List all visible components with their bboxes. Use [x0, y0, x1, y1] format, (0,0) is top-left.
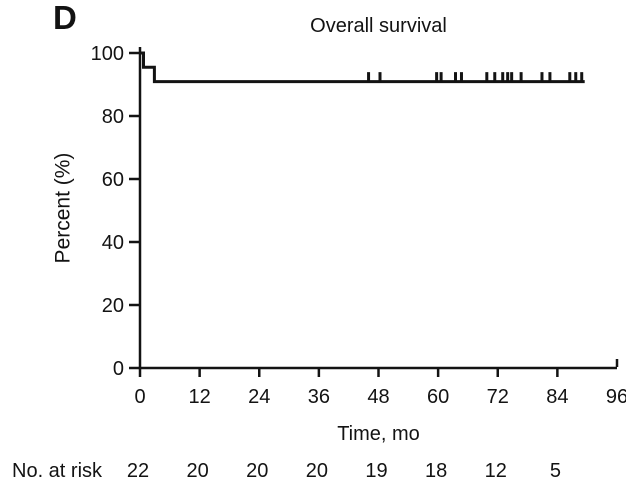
y-tick-label: 60	[102, 169, 124, 191]
at-risk-value: 20	[246, 460, 268, 482]
x-tick-label: 60	[427, 386, 449, 408]
at-risk-label: No. at risk	[12, 460, 103, 482]
at-risk-value: 12	[485, 460, 507, 482]
at-risk-value: 20	[306, 460, 328, 482]
x-tick-label: 0	[134, 386, 145, 408]
y-tick-label: 100	[91, 43, 124, 65]
x-axis-label: Time, mo	[337, 423, 420, 445]
x-tick-label: 36	[308, 386, 330, 408]
x-tick-label: 96	[606, 386, 626, 408]
y-tick-label: 0	[113, 358, 124, 380]
x-tick-label: 24	[248, 386, 270, 408]
at-risk-value: 22	[127, 460, 149, 482]
at-risk-value: 19	[365, 460, 387, 482]
y-tick-label: 20	[102, 295, 124, 317]
x-tick-label: 48	[367, 386, 389, 408]
x-tick-label: 72	[487, 386, 509, 408]
at-risk-value: 5	[550, 460, 561, 482]
x-tick-label: 12	[189, 386, 211, 408]
panel-label: D	[53, 0, 77, 36]
km-curve	[140, 51, 585, 84]
at-risk-value: 18	[425, 460, 447, 482]
chart-title: Overall survival	[310, 15, 447, 37]
y-tick-label: 80	[102, 106, 124, 128]
at-risk-value: 20	[187, 460, 209, 482]
y-tick-label: 40	[102, 232, 124, 254]
x-tick-label: 84	[546, 386, 568, 408]
